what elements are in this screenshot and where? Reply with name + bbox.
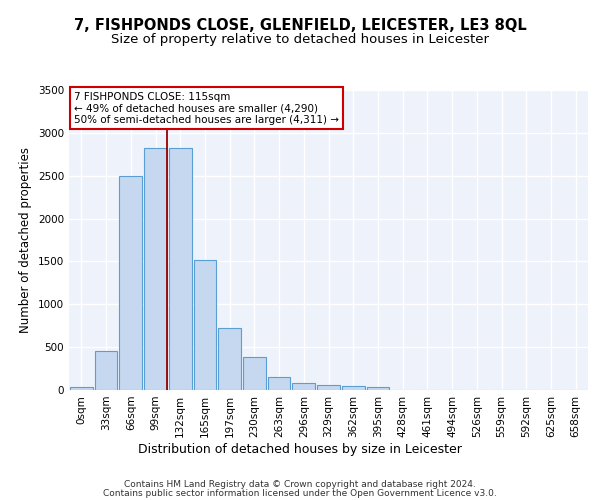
Bar (194, 260, 216, 390)
Bar (243, 358, 266, 390)
Text: 7, FISHPONDS CLOSE, GLENFIELD, LEICESTER, LE3 8QL: 7, FISHPONDS CLOSE, GLENFIELD, LEICESTER… (74, 18, 526, 32)
Text: Size of property relative to detached houses in Leicester: Size of property relative to detached ho… (111, 32, 489, 46)
Bar (70, 388, 93, 390)
Bar (367, 388, 389, 390)
Bar (292, 383, 315, 390)
Text: 7 FISHPONDS CLOSE: 115sqm
← 49% of detached houses are smaller (4,290)
50% of se: 7 FISHPONDS CLOSE: 115sqm ← 49% of detac… (74, 92, 339, 124)
Bar (95, 350, 118, 390)
Bar (317, 386, 340, 390)
Text: Contains public sector information licensed under the Open Government Licence v3: Contains public sector information licen… (103, 489, 497, 498)
Bar (144, 148, 167, 390)
Bar (342, 386, 365, 390)
Bar (169, 148, 191, 390)
Y-axis label: Number of detached properties: Number of detached properties (19, 147, 32, 333)
Text: Distribution of detached houses by size in Leicester: Distribution of detached houses by size … (138, 442, 462, 456)
Bar (268, 377, 290, 390)
Text: Contains HM Land Registry data © Crown copyright and database right 2024.: Contains HM Land Registry data © Crown c… (124, 480, 476, 489)
Bar (119, 176, 142, 390)
Bar (218, 328, 241, 390)
